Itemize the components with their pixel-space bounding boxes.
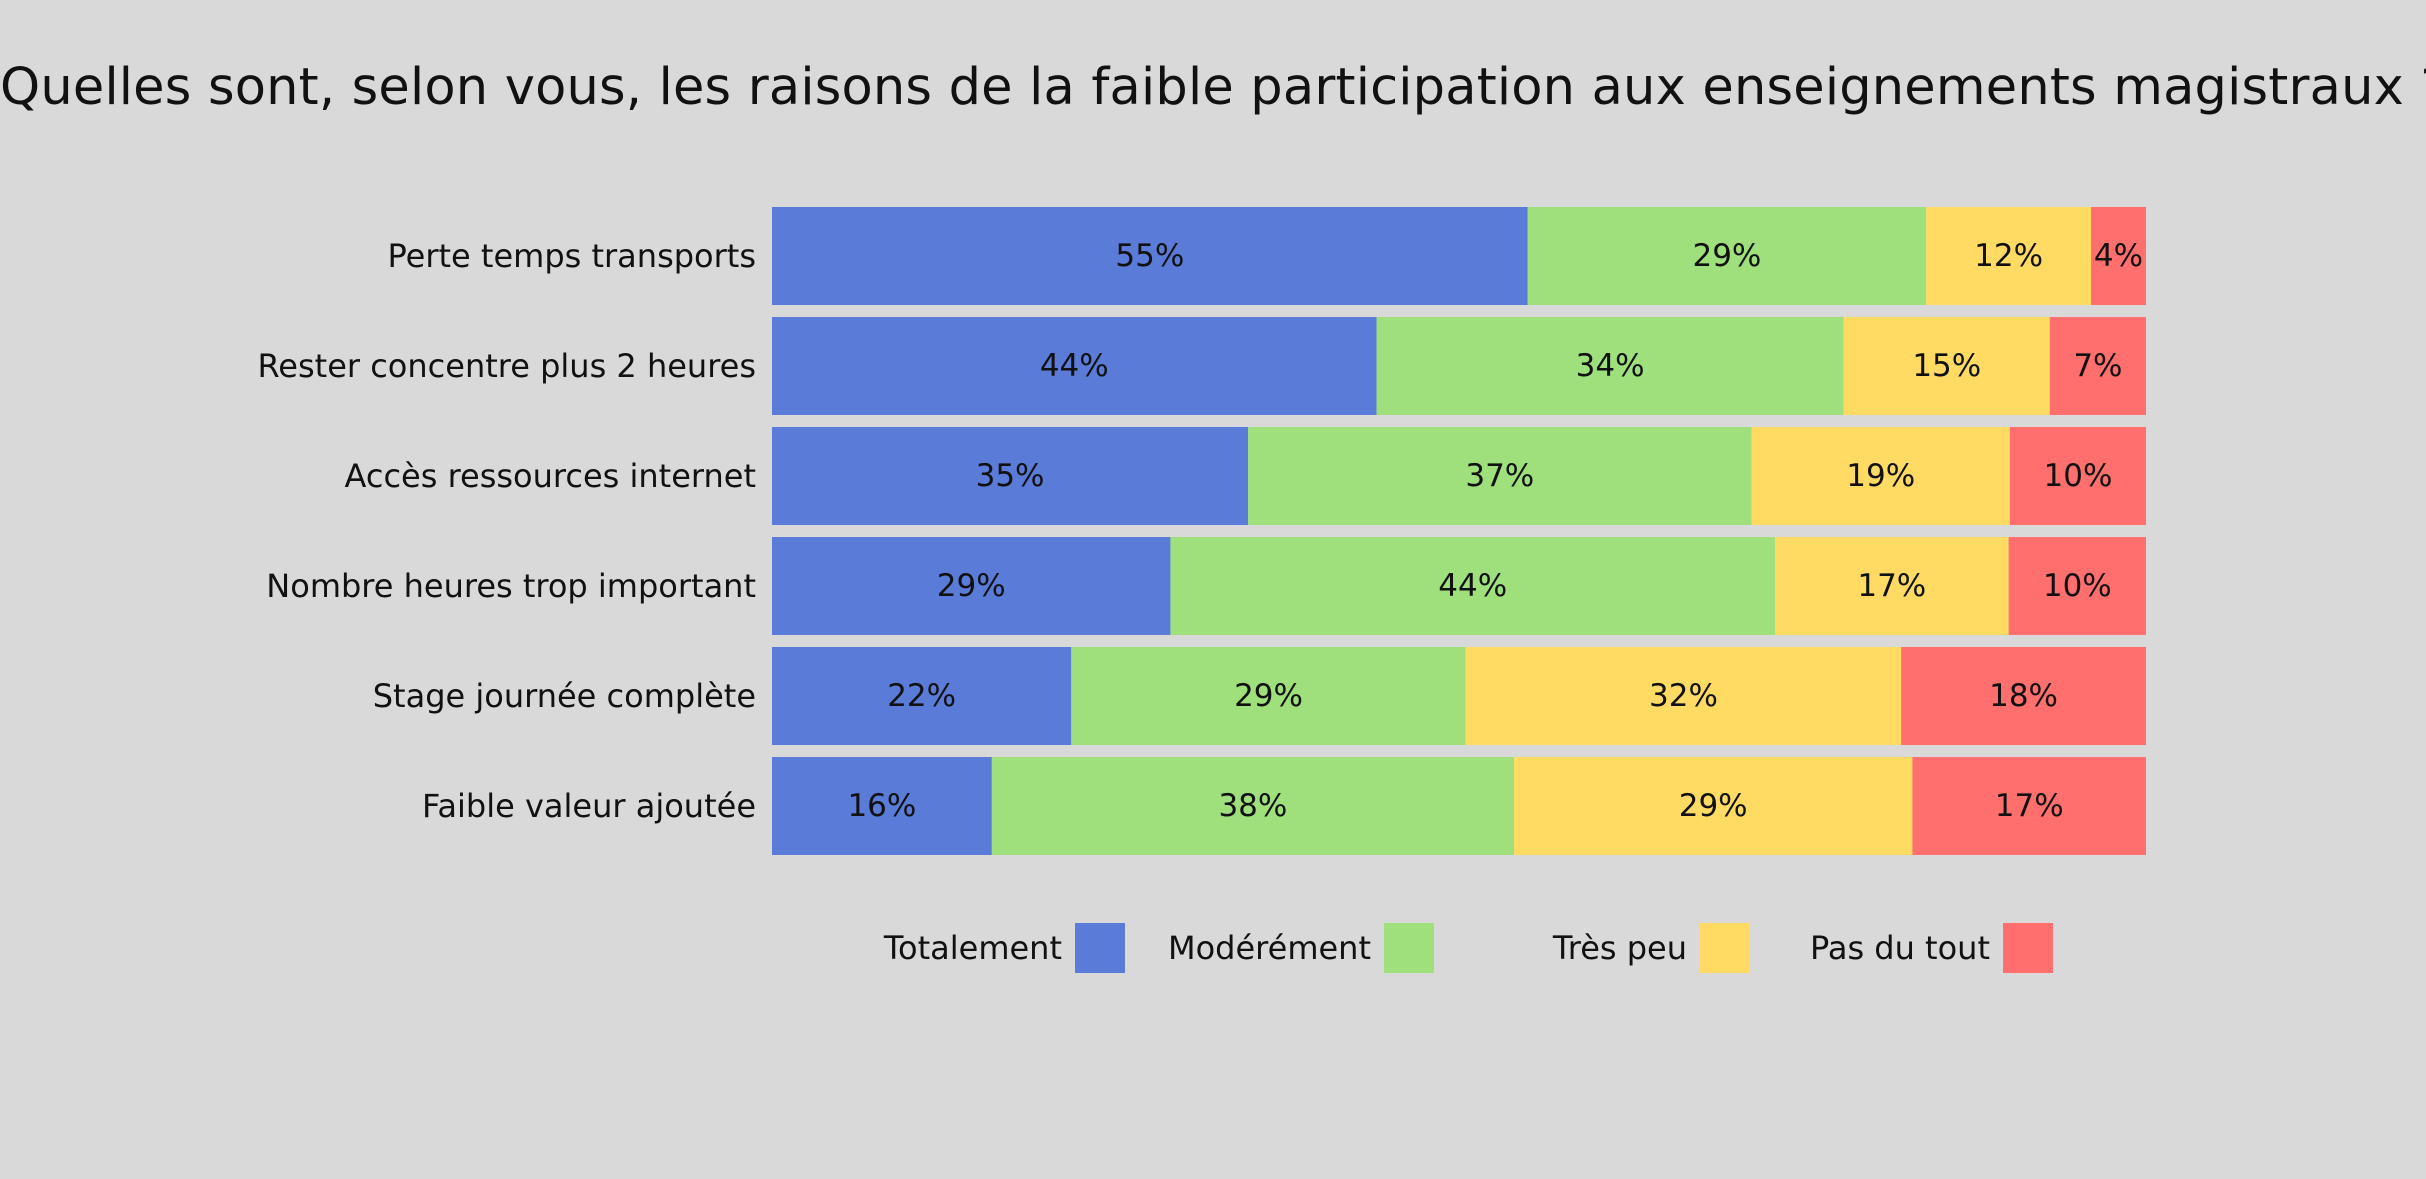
bar-segment: [1912, 757, 2146, 855]
data-label: 38%: [1218, 788, 1287, 824]
bar-segment: [2049, 317, 2146, 415]
legend-swatch: [1075, 923, 1125, 973]
bar-segment: [991, 757, 1514, 855]
data-label: 17%: [1995, 788, 2064, 824]
data-label: 34%: [1576, 348, 1645, 384]
bar-segment: [1527, 207, 1927, 305]
data-label: 10%: [2043, 568, 2112, 604]
data-label: 4%: [2094, 238, 2143, 274]
bar-segment: [1071, 647, 1466, 745]
bar-segment: [772, 537, 1171, 635]
legend-label: Modérément: [1168, 929, 1371, 967]
data-label: 12%: [1974, 238, 2043, 274]
bar-segment: [1465, 647, 1902, 745]
bars-layer: 55% 29% 12% 4% 44% 34% 15% 7% 35% 37% 19% 10% 29% 44%…: [772, 207, 2146, 855]
data-label: 37%: [1465, 458, 1534, 494]
data-label: 29%: [937, 568, 1006, 604]
data-label: 29%: [1679, 788, 1748, 824]
bar-segment: [772, 757, 992, 855]
category-label: Nombre heures trop important: [266, 567, 756, 605]
bar-segment: [2009, 427, 2146, 525]
bar-segment: [772, 317, 1377, 415]
data-label: 17%: [1857, 568, 1926, 604]
bar-segment: [1248, 427, 1752, 525]
legend: Totalement Modérément Très peu Pas du tout: [883, 923, 2053, 973]
data-label: 44%: [1438, 568, 1507, 604]
legend-label: Très peu: [1552, 929, 1687, 967]
data-label: 29%: [1692, 238, 1761, 274]
bar-segment: [1843, 317, 2050, 415]
bar-segment: [772, 427, 1249, 525]
category-labels: Perte temps transports Rester concentre p…: [257, 237, 756, 825]
category-label: Perte temps transports: [388, 237, 757, 275]
data-label: 55%: [1115, 238, 1184, 274]
data-label: 18%: [1989, 678, 2058, 714]
data-label: 32%: [1649, 678, 1718, 714]
bar-segment: [2091, 207, 2146, 305]
legend-swatch: [1700, 923, 1750, 973]
data-label: 35%: [976, 458, 1045, 494]
category-label: Stage journée complète: [373, 677, 756, 715]
data-label: 10%: [2044, 458, 2113, 494]
data-label: 29%: [1234, 678, 1303, 714]
legend-swatch: [1384, 923, 1434, 973]
category-label: Accès ressources internet: [345, 457, 756, 495]
legend-swatch: [2003, 923, 2053, 973]
bar-segment: [1775, 537, 2009, 635]
bar-segment: [1901, 647, 2146, 745]
data-label: 22%: [887, 678, 956, 714]
bar-segment: [1376, 317, 1844, 415]
bar-segment: [1170, 537, 1776, 635]
bar-segment: [1513, 757, 1913, 855]
data-label: 19%: [1846, 458, 1915, 494]
category-label: Rester concentre plus 2 heures: [257, 347, 756, 385]
legend-label: Totalement: [883, 929, 1062, 967]
legend-label: Pas du tout: [1810, 929, 1990, 967]
category-label: Faible valeur ajoutée: [422, 787, 756, 825]
data-label: 16%: [847, 788, 916, 824]
bar-segment: [772, 207, 1528, 305]
chart-title: Quelles sont, selon vous, les raisons de…: [0, 58, 2426, 117]
bar-segment: [1926, 207, 2092, 305]
data-label: 44%: [1040, 348, 1109, 384]
data-label: 15%: [1912, 348, 1981, 384]
data-label: 7%: [2073, 348, 2122, 384]
bar-segment: [1751, 427, 2010, 525]
bar-segment: [2008, 537, 2146, 635]
bar-segment: [772, 647, 1072, 745]
